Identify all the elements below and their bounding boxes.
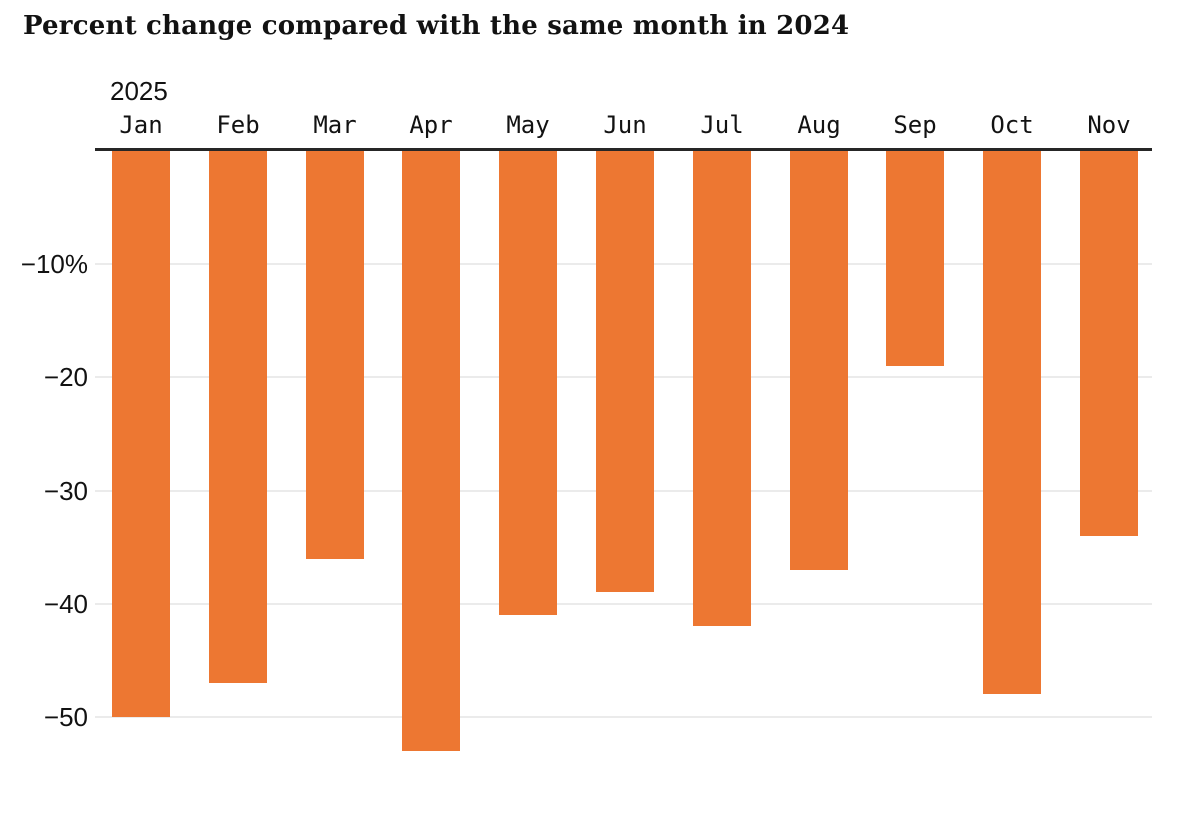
bar-may <box>499 151 557 615</box>
x-axis-month-label: Mar <box>313 111 357 139</box>
x-axis-month-label: Nov <box>1087 111 1131 139</box>
bar-mar <box>306 151 364 559</box>
year-label: 2025 <box>110 76 168 106</box>
x-axis-month-label: Feb <box>216 111 260 139</box>
y-axis-tick-label: −40 <box>43 588 88 619</box>
zero-baseline <box>95 148 1152 151</box>
bar-jan <box>112 151 170 717</box>
bar-jul <box>693 151 751 626</box>
x-axis-month-label: Jan <box>119 111 163 139</box>
y-axis-tick-label: −50 <box>43 702 88 732</box>
bar-feb <box>209 151 267 683</box>
x-axis-month-label: Jul <box>700 111 744 139</box>
y-axis-tick-label: −20 <box>43 362 88 393</box>
bar-nov <box>1080 151 1138 536</box>
x-axis-month-label: Sep <box>893 111 937 139</box>
bar-jun <box>596 151 654 592</box>
bar-aug <box>790 151 848 570</box>
gridline <box>95 716 1152 718</box>
bar-apr <box>402 151 460 751</box>
x-axis-month-label: Apr <box>409 111 453 139</box>
y-axis-tick-label: −30 <box>43 475 88 506</box>
x-axis-month-label: Jun <box>603 111 647 139</box>
chart-title: Percent change compared with the same mo… <box>23 11 850 41</box>
bar-oct <box>983 151 1041 694</box>
x-axis-month-label: May <box>506 111 550 139</box>
y-axis-tick-label: −10% <box>20 249 88 280</box>
x-axis-month-label: Aug <box>797 111 841 139</box>
bar-sep <box>886 151 944 366</box>
x-axis-month-label: Oct <box>990 111 1034 139</box>
gridline <box>95 602 1152 605</box>
